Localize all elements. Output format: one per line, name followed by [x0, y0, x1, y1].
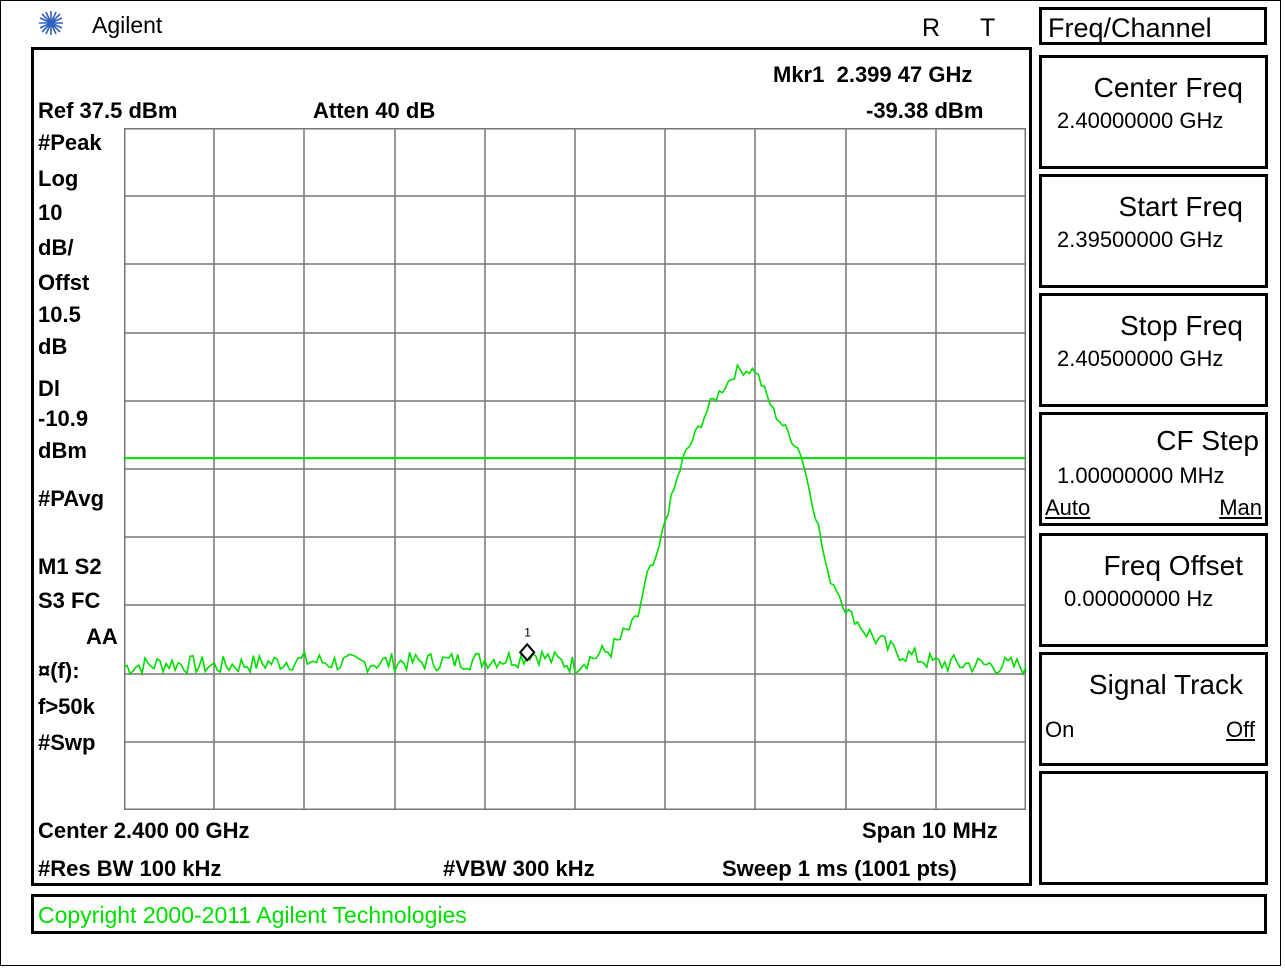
softkey-value: 2.39500000 GHz	[1057, 227, 1224, 252]
attenuation: Atten 40 dB	[313, 98, 436, 123]
softkey-option-man: Man	[1219, 495, 1262, 520]
softkey-label: Start Freq	[1118, 191, 1243, 222]
display-line-value: -10.9	[38, 406, 89, 431]
scale-div-unit: dB/	[38, 235, 74, 260]
softkey-value: 1.00000000 MHz	[1057, 463, 1225, 488]
plot-grid	[124, 128, 1026, 810]
stop-freq-softkey[interactable]: Stop Freq 2.40500000 GHz	[1039, 293, 1268, 407]
res-bw-readout: #Res BW 100 kHz	[38, 856, 222, 881]
detector-peak: #Peak	[38, 130, 102, 155]
trace-status-aa: AA	[86, 624, 118, 649]
agilent-spark-logo	[39, 11, 63, 35]
start-freq-softkey[interactable]: Start Freq 2.39500000 GHz	[1039, 174, 1268, 288]
power-avg: #PAvg	[38, 486, 105, 511]
softkey-label: Signal Track	[1088, 669, 1243, 700]
marker-label: Mkr1 2.399 47 GHz	[773, 62, 973, 87]
marker-freq: 2.399 47 GHz	[836, 62, 973, 87]
marker-diamond	[518, 642, 536, 662]
scale-type: Log	[38, 166, 79, 191]
cf-step-softkey[interactable]: CF Step 1.00000000 MHz Auto Man	[1039, 412, 1268, 526]
trace-status-2: S3 FC	[38, 588, 101, 613]
r-indicator: R	[922, 14, 941, 42]
t-indicator: T	[980, 14, 996, 42]
signal-track-softkey[interactable]: Signal Track On Off	[1039, 652, 1268, 766]
freq-offset-softkey[interactable]: Freq Offset 0.00000000 Hz	[1039, 533, 1268, 647]
spectrum-plot: 1	[124, 128, 1026, 810]
sweep-readout: Sweep 1 ms (1001 pts)	[722, 856, 957, 881]
softkey-option-on: On	[1045, 717, 1075, 742]
span-readout: Span 10 MHz	[862, 818, 998, 843]
freq-condition: f>50k	[38, 694, 95, 719]
offset-unit: dB	[38, 334, 68, 359]
marker-number: 1	[524, 625, 531, 639]
softkey-value: 2.40500000 GHz	[1057, 346, 1224, 371]
softkey-value: 2.40000000 GHz	[1057, 108, 1224, 133]
center-freq-softkey[interactable]: Center Freq 2.40000000 GHz	[1039, 55, 1268, 169]
menu-title: Freq/Channel	[1039, 7, 1267, 45]
brand-name: Agilent	[92, 12, 163, 38]
ref-level: Ref 37.5 dBm	[38, 98, 178, 123]
display-line-unit: dBm	[38, 438, 87, 463]
vbw-readout: #VBW 300 kHz	[443, 856, 595, 881]
freq-function: ¤(f):	[38, 658, 80, 683]
offset-value: 10.5	[38, 302, 81, 327]
spectrum-trace	[124, 362, 1026, 677]
softkey-option-off: Off	[1226, 717, 1255, 742]
status-bar: Copyright 2000-2011 Agilent Technologies	[31, 894, 1267, 934]
blank-softkey[interactable]	[1039, 771, 1268, 885]
offset-label: Offst	[38, 270, 90, 295]
sweep-status: #Swp	[38, 730, 96, 755]
display-line-label: Dl	[38, 376, 60, 401]
softkey-label: Stop Freq	[1120, 310, 1243, 341]
marker-amplitude: -39.38 dBm	[866, 98, 984, 123]
softkey-value: 0.00000000 Hz	[1064, 586, 1214, 611]
scale-div: 10	[38, 200, 63, 225]
softkey-label: Center Freq	[1093, 72, 1243, 103]
softkey-label: Freq Offset	[1103, 550, 1243, 581]
display-frame	[31, 47, 1032, 886]
trace-status-1: M1 S2	[38, 554, 102, 579]
softkey-option-auto: Auto	[1045, 495, 1091, 520]
center-freq-readout: Center 2.400 00 GHz	[38, 818, 250, 843]
softkey-label: CF Step	[1156, 425, 1259, 456]
